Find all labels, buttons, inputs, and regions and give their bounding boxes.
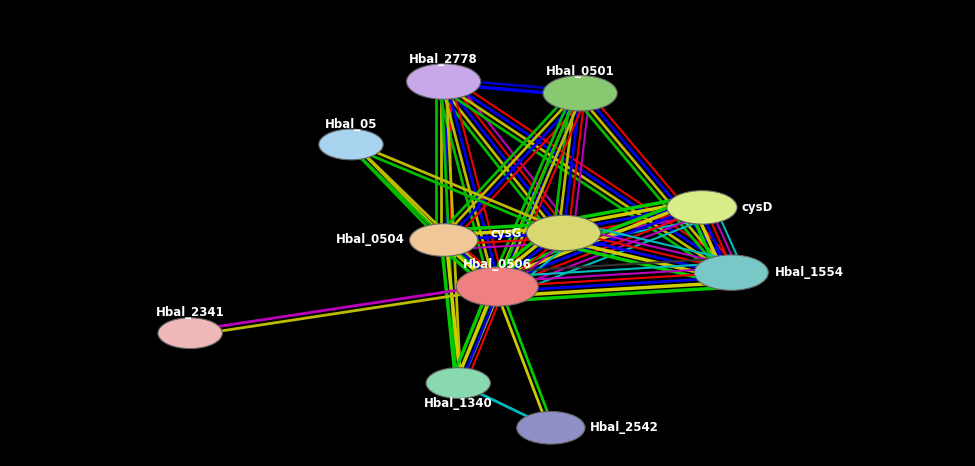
- Text: Hbal_0501: Hbal_0501: [546, 65, 614, 78]
- Circle shape: [407, 64, 481, 99]
- Text: cysG: cysG: [490, 226, 522, 240]
- Circle shape: [158, 318, 222, 349]
- Text: Hbal_1340: Hbal_1340: [424, 397, 492, 410]
- Circle shape: [694, 255, 768, 290]
- Circle shape: [543, 75, 617, 111]
- Circle shape: [526, 215, 601, 251]
- Circle shape: [667, 191, 737, 224]
- Circle shape: [517, 411, 585, 444]
- Text: Hbal_0506: Hbal_0506: [463, 258, 531, 271]
- Circle shape: [456, 267, 538, 306]
- Text: Hbal_2542: Hbal_2542: [590, 421, 659, 434]
- Text: Hbal_2778: Hbal_2778: [410, 53, 478, 66]
- Circle shape: [319, 129, 383, 160]
- Text: Hbal_2341: Hbal_2341: [156, 306, 224, 319]
- Circle shape: [426, 368, 490, 398]
- Text: Hbal_1554: Hbal_1554: [775, 266, 844, 279]
- Text: Hbal_05: Hbal_05: [325, 118, 377, 131]
- Circle shape: [410, 224, 478, 256]
- Text: Hbal_0504: Hbal_0504: [335, 233, 405, 247]
- Text: cysD: cysD: [741, 201, 772, 214]
